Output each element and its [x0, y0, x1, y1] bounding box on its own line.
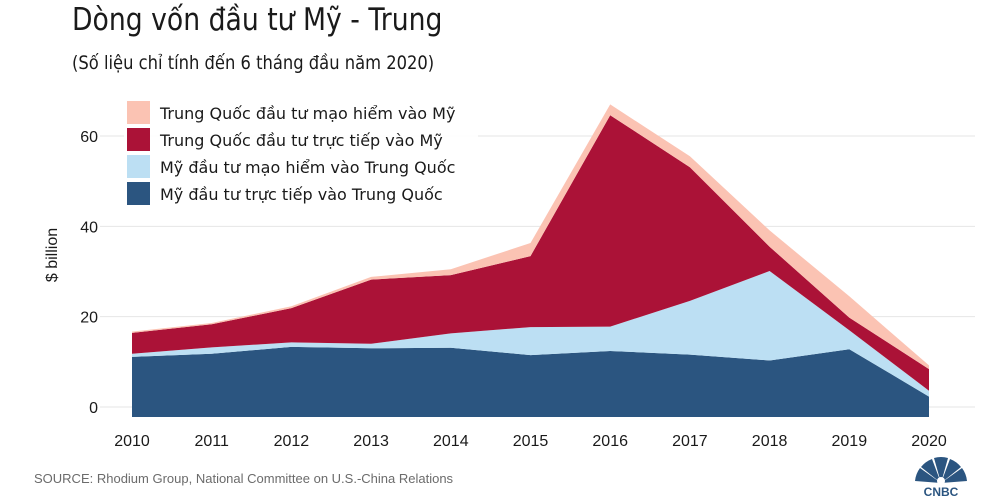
area-series-2 [132, 115, 929, 391]
source-note: SOURCE: Rhodium Group, National Committe… [34, 471, 454, 486]
y-tick-20: 20 [80, 310, 98, 327]
y-tick-0: 0 [89, 400, 98, 417]
x-tick-2013: 2013 [353, 433, 389, 450]
x-axis-ticks: 2010 2011 2012 2013 2014 2015 2016 2017 2018 2019… [114, 433, 947, 450]
legend-label-2: Trung Quốc đầu tư trực tiếp vào Mỹ [159, 131, 443, 150]
x-tick-2018: 2018 [752, 433, 788, 450]
x-tick-2020: 2020 [911, 433, 947, 450]
x-tick-2017: 2017 [672, 433, 708, 450]
chart-title: Dòng vốn đầu tư Mỹ - Trung [72, 2, 443, 38]
area-series-1 [132, 271, 929, 397]
y-tick-40: 40 [80, 219, 98, 236]
legend-swatch-0 [127, 182, 150, 205]
legend-swatch-3 [127, 101, 150, 124]
area-series [132, 104, 929, 417]
legend: Trung Quốc đầu tư mạo hiểm vào Mỹ Trung Q… [124, 97, 478, 210]
y-axis-label: $ billion [44, 228, 61, 282]
area-series-3 [132, 104, 929, 370]
x-tick-2011: 2011 [194, 433, 229, 450]
legend-box [124, 97, 478, 210]
legend-swatch-1 [127, 155, 150, 178]
x-tick-2010: 2010 [114, 433, 150, 450]
x-tick-2012: 2012 [274, 433, 310, 450]
y-tick-60: 60 [80, 129, 98, 146]
legend-label-3: Trung Quốc đầu tư mạo hiểm vào Mỹ [159, 104, 455, 123]
area-series-0 [132, 346, 929, 417]
legend-label-1: Mỹ đầu tư mạo hiểm vào Trung Quốc [160, 158, 455, 177]
x-tick-2015: 2015 [513, 433, 549, 450]
logo-text: CNBC [924, 485, 959, 498]
chart-subtitle: (Số liệu chỉ tính đến 6 tháng đầu năm 20… [72, 52, 435, 74]
x-tick-2019: 2019 [832, 433, 868, 450]
x-tick-2016: 2016 [592, 433, 628, 450]
x-tick-2014: 2014 [433, 433, 469, 450]
legend-swatch-2 [127, 128, 150, 151]
legend-label-0: Mỹ đầu tư trực tiếp vào Trung Quốc [160, 185, 443, 204]
y-axis-ticks: 0 20 40 60 [80, 129, 98, 417]
cnbc-peacock-logo: CNBC [915, 457, 967, 498]
